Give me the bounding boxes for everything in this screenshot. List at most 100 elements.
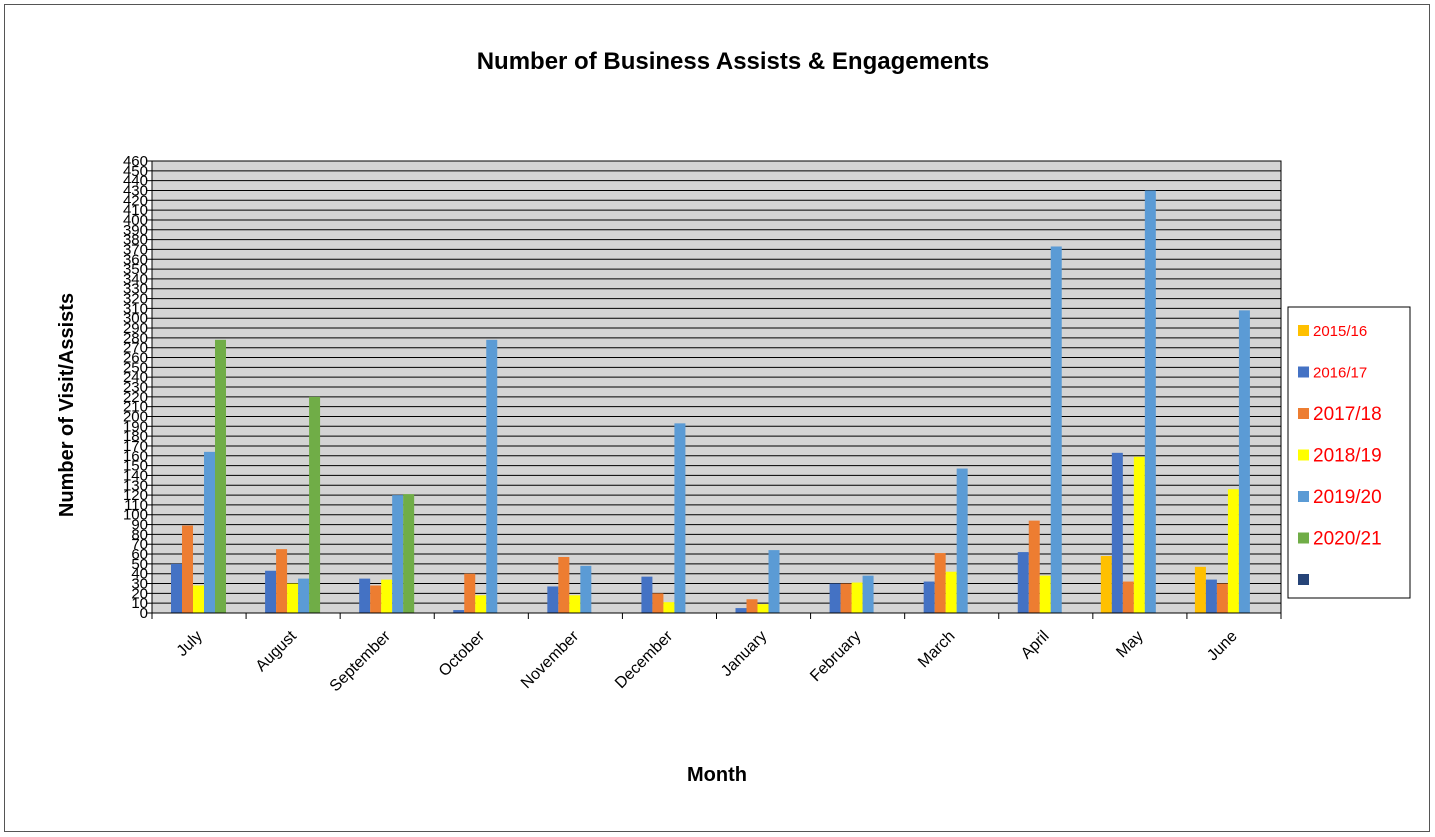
bar xyxy=(171,563,182,613)
bar xyxy=(674,423,686,613)
y-tick-label: 40 xyxy=(131,566,148,583)
y-tick-label: 230 xyxy=(123,379,148,396)
legend-label: 2017/18 xyxy=(1313,404,1382,425)
legend-label: 2019/20 xyxy=(1313,487,1382,508)
y-tick-label: 140 xyxy=(123,467,148,484)
bar xyxy=(1039,575,1051,613)
bar xyxy=(956,468,968,613)
bar xyxy=(862,575,874,613)
legend-swatch xyxy=(1298,366,1309,378)
y-tick-label: 110 xyxy=(124,497,148,514)
bar xyxy=(276,549,288,613)
bar xyxy=(1216,583,1228,613)
bar xyxy=(453,610,465,613)
bar xyxy=(652,593,664,613)
bar xyxy=(1205,579,1217,613)
y-tick-label: 10 xyxy=(131,595,148,612)
y-tick-label: 380 xyxy=(123,232,148,249)
bar xyxy=(182,525,193,613)
bar xyxy=(298,578,310,613)
bar xyxy=(840,583,852,613)
y-tick-label: 410 xyxy=(123,202,148,219)
bar xyxy=(768,550,780,613)
gridlines xyxy=(152,160,1281,604)
bar xyxy=(309,396,321,613)
legend-swatch xyxy=(1298,532,1309,544)
bar xyxy=(392,495,404,613)
bar xyxy=(204,451,215,613)
x-tick-label: January xyxy=(718,628,770,680)
bar xyxy=(1194,566,1206,613)
bar xyxy=(1122,581,1134,613)
bar xyxy=(193,585,204,613)
bar xyxy=(829,583,841,613)
bar xyxy=(663,602,675,613)
chart-title: Number of Business Assists & Engagements xyxy=(477,48,990,75)
bar xyxy=(370,585,382,613)
legend-swatch xyxy=(1298,449,1309,461)
y-tick-label: 200 xyxy=(123,408,148,425)
y-tick-label: 260 xyxy=(123,350,148,367)
y-axis-ticks: 0102030405060708090100110120130140150160… xyxy=(123,153,152,622)
bar xyxy=(1050,246,1062,614)
y-tick-label: 50 xyxy=(131,556,148,573)
x-tick-label: December xyxy=(612,627,677,692)
x-tick-label: February xyxy=(807,628,864,685)
bar xyxy=(569,595,581,613)
bar xyxy=(923,581,935,613)
bar xyxy=(934,553,946,613)
legend-swatch xyxy=(1298,408,1309,419)
y-tick-label: 160 xyxy=(123,448,148,465)
bar xyxy=(215,339,226,613)
legend-swatch xyxy=(1298,574,1309,585)
y-tick-label: 250 xyxy=(123,359,148,376)
y-tick-label: 440 xyxy=(123,173,148,190)
y-tick-label: 220 xyxy=(123,389,148,406)
bar xyxy=(1227,489,1239,613)
x-tick-label: June xyxy=(1204,628,1241,665)
y-tick-label: 120 xyxy=(123,487,148,504)
bar-chart: Number of Business Assists & Engagements… xyxy=(56,48,1411,786)
y-tick-label: 30 xyxy=(131,576,148,593)
y-tick-label: 390 xyxy=(123,222,148,239)
y-tick-label: 180 xyxy=(123,428,148,445)
y-tick-label: 460 xyxy=(123,153,148,170)
y-tick-label: 280 xyxy=(123,330,148,347)
y-tick-label: 20 xyxy=(131,585,148,602)
x-tick-label: August xyxy=(253,627,301,675)
y-tick-label: 400 xyxy=(123,212,148,229)
bar xyxy=(381,579,393,613)
y-axis-label: Number of Visit/Assists xyxy=(56,293,78,517)
bar xyxy=(1100,556,1112,613)
bar xyxy=(464,573,476,613)
y-tick-label: 350 xyxy=(123,261,148,278)
bar xyxy=(1111,452,1123,613)
bar xyxy=(641,576,653,613)
y-tick-label: 80 xyxy=(131,526,148,543)
y-tick-label: 70 xyxy=(131,536,148,553)
y-tick-label: 270 xyxy=(123,340,148,357)
bar xyxy=(359,578,371,613)
bar xyxy=(945,571,957,613)
bar xyxy=(403,494,415,613)
legend-swatch xyxy=(1298,325,1309,336)
x-axis-label: Month xyxy=(687,764,747,786)
legend-label: 2020/21 xyxy=(1313,529,1382,550)
y-tick-label: 60 xyxy=(131,546,148,563)
y-tick-label: 360 xyxy=(123,251,148,268)
x-tick-label: November xyxy=(518,627,583,692)
y-tick-label: 100 xyxy=(123,507,148,524)
bar xyxy=(287,583,299,613)
y-tick-label: 330 xyxy=(123,281,148,298)
bar xyxy=(1144,190,1156,613)
bar xyxy=(1238,310,1250,613)
bar xyxy=(746,599,758,613)
bar xyxy=(547,586,559,613)
y-tick-label: 90 xyxy=(131,517,148,534)
x-tick-label: September xyxy=(327,627,395,695)
y-tick-label: 430 xyxy=(123,182,148,199)
y-tick-label: 0 xyxy=(140,605,148,622)
y-tick-label: 310 xyxy=(123,300,148,317)
bar xyxy=(735,608,747,613)
y-tick-label: 150 xyxy=(123,458,148,475)
